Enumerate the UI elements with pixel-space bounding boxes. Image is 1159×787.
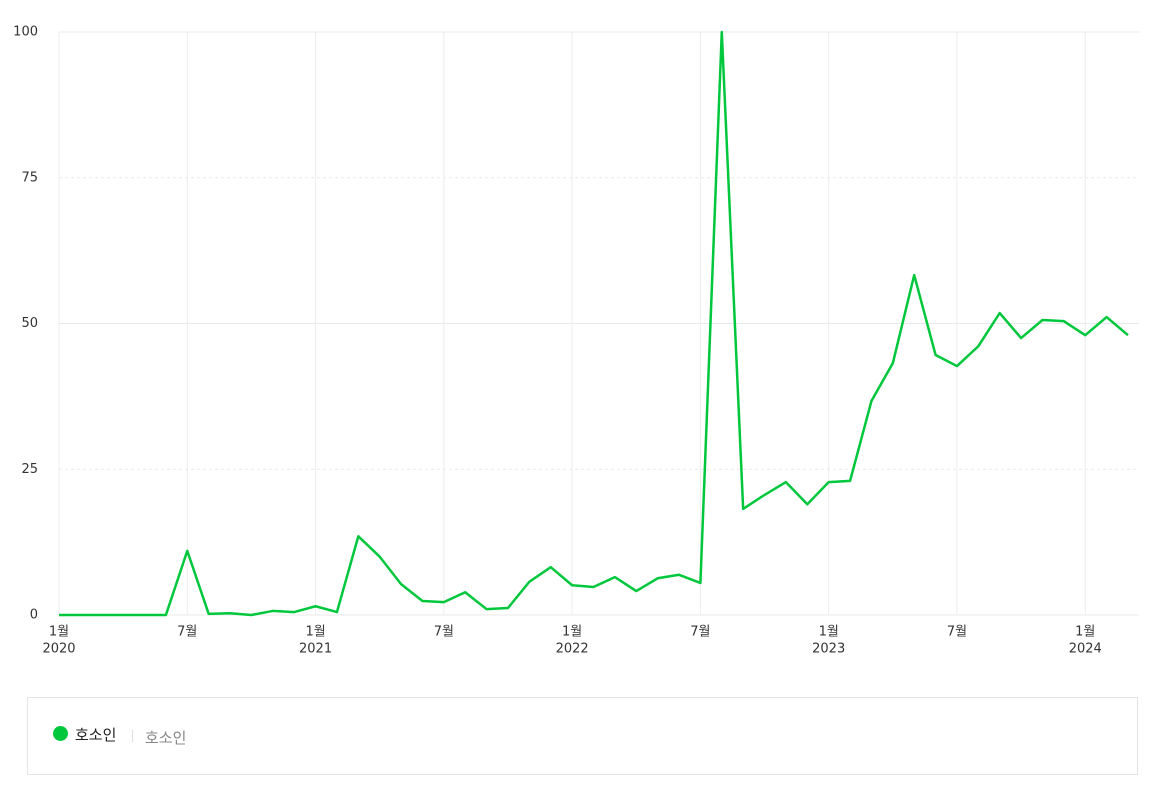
legend-subtitle: 호소인 [145,729,187,747]
legend: 호소인 호소인 [27,697,1138,775]
y-tick-label: 0 [30,608,38,623]
data-line [59,30,1129,617]
y-tick-label: 25 [21,462,38,477]
y-tick-label: 75 [21,170,38,185]
legend-label[interactable]: 호소인 [75,726,117,744]
x-year-label: 2020 [42,642,75,657]
x-year-label: 2023 [812,642,845,657]
x-tick-label: 1월 [1075,625,1095,640]
x-year-label: 2024 [1069,642,1102,657]
x-tick-label: 7월 [690,625,710,640]
x-tick-label: 1월 [305,625,325,640]
x-tick-label: 7월 [177,625,197,640]
x-year-label: 2021 [299,642,332,657]
x-tick-label: 1월 [562,625,582,640]
chart: 0 25 50 75 100 1월 2020 7월 1월 2021 7월 1월 2022 7월 1월 2023… [13,25,1139,657]
y-tick-label: 50 [21,316,38,331]
x-tick-label: 1월 [49,625,69,640]
x-year-label: 2022 [556,642,589,657]
x-tick-label: 7월 [434,625,454,640]
x-tick-label: 7월 [947,625,967,640]
x-tick-label: 1월 [819,625,839,640]
legend-separator [132,730,133,742]
y-tick-label: 100 [13,25,38,40]
legend-marker [53,726,68,741]
